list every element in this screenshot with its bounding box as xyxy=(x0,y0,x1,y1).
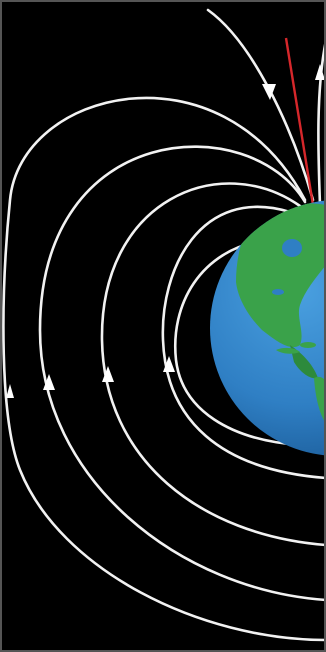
field-line-4 xyxy=(100,182,326,547)
central-america-landmass xyxy=(290,345,318,379)
arrow-up-left-edge xyxy=(6,384,14,398)
earth-globe xyxy=(210,200,326,456)
field-line-5 xyxy=(161,205,326,480)
arrow-up-2 xyxy=(43,374,55,390)
field-arrows xyxy=(6,64,325,398)
arrow-down-1 xyxy=(262,84,276,100)
field-line-6 xyxy=(173,238,302,447)
caribbean-islands xyxy=(300,342,316,348)
south-america-landmass xyxy=(314,376,326,430)
hudson-bay xyxy=(282,239,302,257)
arrow-up-4 xyxy=(163,356,175,372)
field-line-2 xyxy=(2,96,326,642)
magnetic-axis-line xyxy=(284,37,315,206)
arrow-up-top-right xyxy=(315,64,325,80)
field-line-top-right xyxy=(317,38,326,207)
cuba-island xyxy=(276,347,300,354)
field-line-3 xyxy=(38,145,326,602)
north-america-landmass xyxy=(236,203,326,348)
great-lakes xyxy=(272,289,284,295)
arrow-up-3 xyxy=(102,366,114,382)
